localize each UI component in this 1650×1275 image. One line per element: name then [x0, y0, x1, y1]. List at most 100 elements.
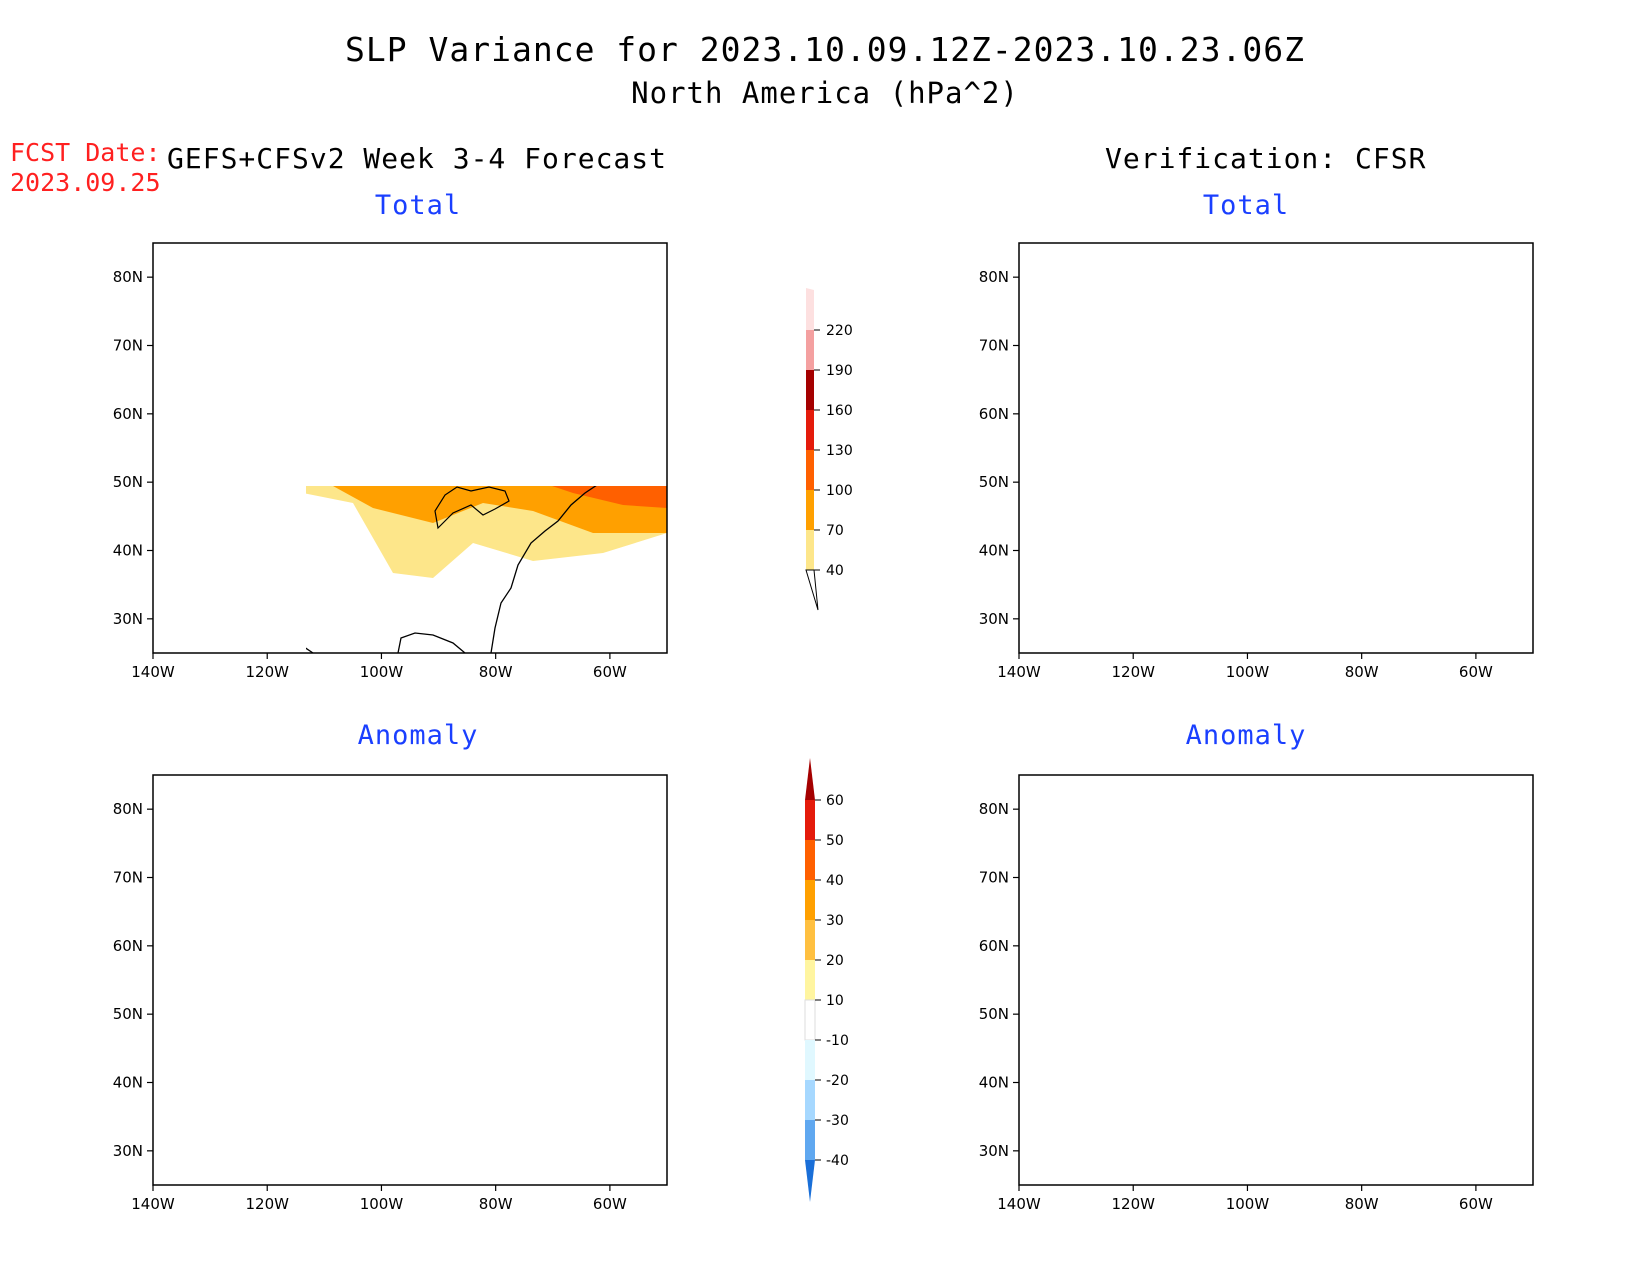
forecast-column-header: GEFS+CFSv2 Week 3-4 Forecast [167, 142, 668, 175]
verif-anomaly-band-20-north [1039, 825, 1299, 877]
anomaly-colorbar-label: -40 [826, 1153, 849, 1169]
lat-tick-label: 70N [113, 869, 143, 887]
verif-anomaly-band-40 [1379, 1031, 1519, 1105]
lat-tick-label: 80N [113, 800, 143, 818]
lat-tick-label: 30N [979, 1142, 1009, 1160]
panel-title-verif-anomaly: Anomaly [1185, 720, 1307, 751]
anomaly-colorbar-label: 20 [826, 953, 844, 969]
lon-tick-label: 140W [997, 663, 1041, 681]
lat-tick-label: 60N [979, 405, 1009, 423]
lat-tick-label: 80N [979, 268, 1009, 286]
anomaly-colorbar-box [805, 840, 815, 880]
lat-tick-label: 80N [979, 800, 1009, 818]
lon-tick-label: 80W [479, 1195, 513, 1213]
lat-tick-label: 70N [113, 337, 143, 355]
fcst-anomaly-patch-negative [333, 1069, 351, 1097]
axis-labels: 80N 70N 60N 50N 40N 30N 140W 120W 100W 80W 60W 80N 7… [113, 268, 1493, 1213]
main-title: SLP Variance for 2023.10.09.12Z-2023.10.… [345, 30, 1305, 69]
total-colorbar-label: 70 [826, 523, 844, 539]
verif-anomaly-band-10-central [1219, 1057, 1247, 1115]
lat-tick-label: 70N [979, 869, 1009, 887]
verif-anomaly-band-neg30 [1169, 833, 1533, 1055]
lat-tick-label: 40N [113, 542, 143, 560]
lon-tick-label: 100W [1226, 663, 1270, 681]
verif-total-frame [1018, 242, 1534, 654]
anomaly-colorbar-label: 40 [826, 873, 844, 889]
lon-tick-label: 120W [245, 663, 289, 681]
verif-total-band-70-east [1369, 443, 1533, 581]
verif-anomaly-band-neg40 [1209, 867, 1533, 1037]
lat-tick-label: 50N [979, 1005, 1009, 1023]
anomaly-colorbar-bottom-triangle [805, 1160, 815, 1202]
anomaly-colorbar-label: -10 [826, 1033, 849, 1049]
verif-total-map [1019, 243, 1533, 653]
total-colorbar-box [806, 410, 814, 450]
fcst-total-frame [152, 242, 668, 654]
fcst-anomaly-map [153, 775, 667, 1185]
fcst-total-band-100-pacific [153, 428, 193, 503]
lon-tick-label: 80W [1345, 663, 1379, 681]
lat-tick-label: 60N [979, 937, 1009, 955]
lon-tick-label: 120W [245, 1195, 289, 1213]
total-colorbar-box [806, 330, 814, 370]
lat-tick-label: 80N [113, 268, 143, 286]
lon-tick-label: 140W [997, 1195, 1041, 1213]
anomaly-colorbar: 60 50 40 30 20 10 -10 -20 -30 -40 [804, 758, 849, 1202]
lon-tick-label: 120W [1111, 1195, 1155, 1213]
anomaly-colorbar-box [805, 920, 815, 960]
verif-anomaly-frame [1018, 774, 1534, 1186]
verif-total-band-70-west [1019, 315, 1319, 498]
verif-anomaly-band-neg20 [1089, 785, 1533, 1095]
anomaly-colorbar-label: 10 [826, 993, 844, 1009]
verif-total-band-100-east [1399, 455, 1533, 563]
fcst-anomaly-patch-central [323, 875, 415, 913]
fcst-anomaly-frame [152, 774, 668, 1186]
verif-anomaly-band-30-west [1019, 883, 1069, 930]
anomaly-colorbar-box [805, 960, 815, 1000]
fcst-total-band-130 [623, 431, 651, 453]
verif-anomaly-band-50 [1399, 1043, 1497, 1089]
anomaly-colorbar-box [805, 880, 815, 920]
verif-anomaly-band-20-west [1019, 865, 1089, 953]
anomaly-colorbar-label: 60 [826, 793, 844, 809]
fcst-date-label: FCST Date: [10, 138, 161, 167]
verif-anomaly-band-30-north [1059, 833, 1199, 865]
total-colorbar-label: 160 [826, 403, 853, 419]
fcst-date-value: 2023.09.25 [10, 168, 161, 197]
verification-column-header: Verification: CFSR [1105, 142, 1427, 175]
verif-total-band-40-west [1019, 243, 1359, 603]
total-colorbar-top-triangle [806, 288, 814, 330]
verif-anomaly-map [1019, 775, 1533, 1185]
lon-tick-label: 60W [1459, 663, 1493, 681]
total-colorbar-label: 190 [826, 363, 853, 379]
lon-tick-label: 100W [360, 663, 404, 681]
anomaly-colorbar-label: -30 [826, 1113, 849, 1129]
lat-tick-label: 70N [979, 337, 1009, 355]
lat-tick-label: 60N [113, 937, 143, 955]
lat-tick-label: 30N [113, 610, 143, 628]
total-colorbar-label: 130 [826, 443, 853, 459]
lat-tick-label: 30N [979, 610, 1009, 628]
lon-tick-label: 80W [479, 663, 513, 681]
lon-tick-label: 120W [1111, 663, 1155, 681]
total-colorbar-label: 220 [826, 323, 853, 339]
lon-tick-label: 80W [1345, 1195, 1379, 1213]
lat-tick-label: 40N [979, 1074, 1009, 1092]
verif-total-band-70-central [1179, 525, 1229, 578]
verif-anomaly-band-10-west [1019, 785, 1279, 1015]
anomaly-colorbar-box [804, 999, 816, 1041]
lon-tick-label: 60W [1459, 1195, 1493, 1213]
fcst-total-band-100-east [552, 486, 667, 508]
verif-total-band-40-north [1479, 278, 1533, 403]
verif-anomaly-band-60 [1419, 1057, 1471, 1081]
lon-tick-label: 140W [131, 1195, 175, 1213]
anomaly-colorbar-label: 30 [826, 913, 844, 929]
total-colorbar: 40 70 100 130 160 190 220 [805, 288, 853, 611]
total-colorbar-label: 100 [826, 483, 853, 499]
lon-tick-label: 60W [593, 1195, 627, 1213]
lat-tick-label: 50N [113, 473, 143, 491]
anomaly-colorbar-box [805, 1080, 815, 1120]
total-colorbar-label: 40 [826, 563, 844, 579]
verif-total-band-100-west [1019, 371, 1069, 463]
